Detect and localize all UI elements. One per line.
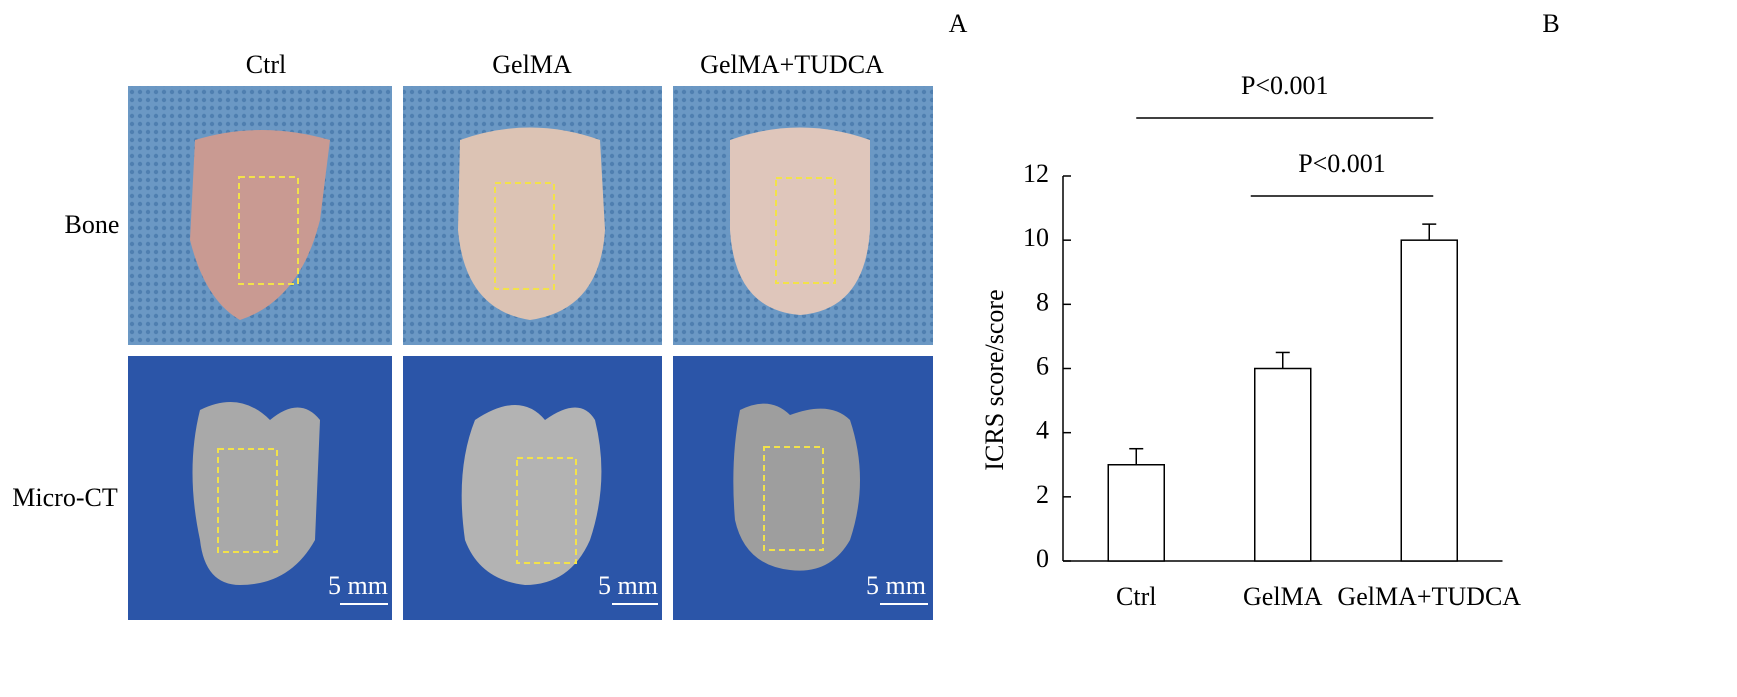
scale-bar-label: 5 mm: [598, 571, 658, 600]
scale-bar-label: 5 mm: [866, 571, 926, 600]
y-tick-label: 12: [1023, 159, 1049, 188]
x-tick-label: GelMA: [1243, 582, 1323, 611]
bar: [1107, 464, 1165, 562]
significance-label: P<0.001: [1241, 71, 1329, 100]
significance-label: P<0.001: [1298, 149, 1386, 178]
x-tick-label: GelMA+TUDCA: [1337, 582, 1521, 611]
micro-ct-image: 5 mm: [128, 356, 392, 620]
bone-photo: [673, 86, 933, 345]
y-tick-label: 0: [1036, 544, 1049, 573]
micro-ct-image: 5 mm: [403, 356, 662, 620]
micro-ct-image: 5 mm: [673, 356, 933, 620]
y-tick-label: 4: [1036, 416, 1049, 445]
y-tick-label: 8: [1036, 287, 1049, 316]
row-label: Bone: [65, 210, 120, 239]
scale-bar-label: 5 mm: [328, 571, 388, 600]
panel-label: B: [1542, 9, 1559, 38]
y-axis-label: ICRS score/score: [980, 289, 1009, 470]
column-label: GelMA+TUDCA: [700, 50, 884, 79]
column-label: GelMA: [492, 50, 572, 79]
x-tick-label: Ctrl: [1116, 582, 1156, 611]
y-tick-label: 2: [1036, 480, 1049, 509]
bone-photo: [403, 86, 662, 345]
panel-label: A: [949, 9, 968, 38]
row-label: Micro-CT: [12, 483, 118, 512]
bone-photo: [128, 86, 392, 345]
bar: [1400, 239, 1458, 562]
y-tick-label: 6: [1036, 351, 1049, 380]
y-tick-label: 10: [1023, 223, 1049, 252]
bar: [1254, 367, 1312, 562]
column-label: Ctrl: [246, 50, 286, 79]
